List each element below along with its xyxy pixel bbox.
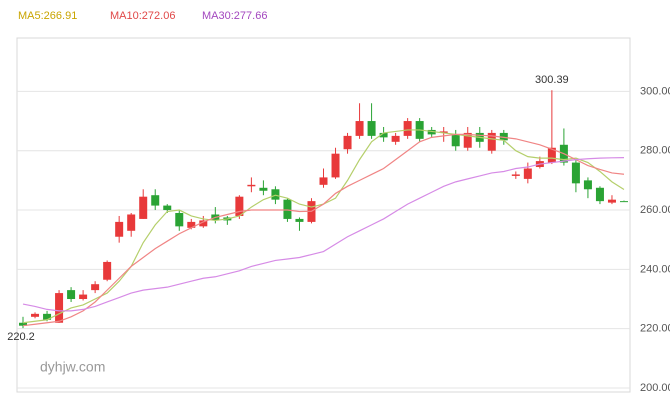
candle-body	[199, 220, 208, 227]
y-tick-label: 260.00	[640, 204, 670, 216]
candle-body	[583, 180, 592, 190]
candle-body	[355, 121, 364, 136]
candle-body	[607, 199, 616, 203]
legend-entry: MA30:277.66	[202, 10, 267, 22]
candle-body	[259, 187, 268, 191]
candle-body	[175, 213, 184, 227]
candle-body	[79, 294, 88, 300]
candle-body	[343, 135, 352, 150]
candle-body	[367, 121, 376, 136]
candle-body	[427, 129, 436, 135]
candle-body	[247, 184, 256, 187]
candle-body	[115, 221, 124, 237]
candle-body	[379, 132, 388, 138]
candle-body	[595, 187, 604, 202]
candle-body	[151, 195, 160, 206]
candle-body	[43, 313, 52, 320]
candle-body	[319, 177, 328, 185]
y-tick-label: 300.00	[640, 85, 670, 97]
candle-body	[271, 189, 280, 200]
candle-body	[127, 214, 136, 231]
candle-body	[619, 201, 628, 203]
candle-body	[19, 322, 28, 326]
candle-body	[463, 132, 472, 148]
candle-body	[451, 134, 460, 147]
candle-body	[103, 261, 112, 280]
watermark: dyhjw.com	[40, 359, 105, 375]
candle-body	[163, 205, 172, 211]
candle-body	[391, 135, 400, 142]
candle-body	[499, 132, 508, 141]
candle-body	[139, 196, 148, 219]
ma-line	[22, 133, 625, 327]
candle-body	[91, 284, 100, 291]
y-tick-label: 220.00	[640, 323, 670, 335]
y-tick-label: 280.00	[640, 145, 670, 157]
candle-body	[571, 162, 580, 184]
candle-body	[31, 313, 40, 317]
legend-entry: MA5:266.91	[18, 10, 77, 22]
candle-body	[439, 131, 448, 133]
candle-body	[547, 147, 556, 163]
ma-line	[22, 157, 624, 312]
ma-line	[22, 129, 625, 324]
candle-body	[403, 121, 412, 136]
candle-body	[55, 293, 64, 323]
candle-body	[511, 174, 520, 176]
candle-body	[295, 218, 304, 222]
plot-frame	[16, 37, 631, 393]
y-tick-label: 200.00	[640, 382, 670, 394]
candle-body	[187, 221, 196, 228]
max-annotation: 300.39	[535, 74, 569, 86]
min-annotation: 220.2	[7, 331, 35, 343]
candle-body	[67, 290, 76, 300]
candle-body	[523, 168, 532, 179]
legend-entry: MA10:272.06	[110, 10, 175, 22]
candle-body	[487, 132, 496, 151]
candle-body	[331, 153, 340, 178]
candle-body	[235, 196, 244, 216]
y-tick-label: 240.00	[640, 263, 670, 275]
candle-body	[283, 199, 292, 219]
